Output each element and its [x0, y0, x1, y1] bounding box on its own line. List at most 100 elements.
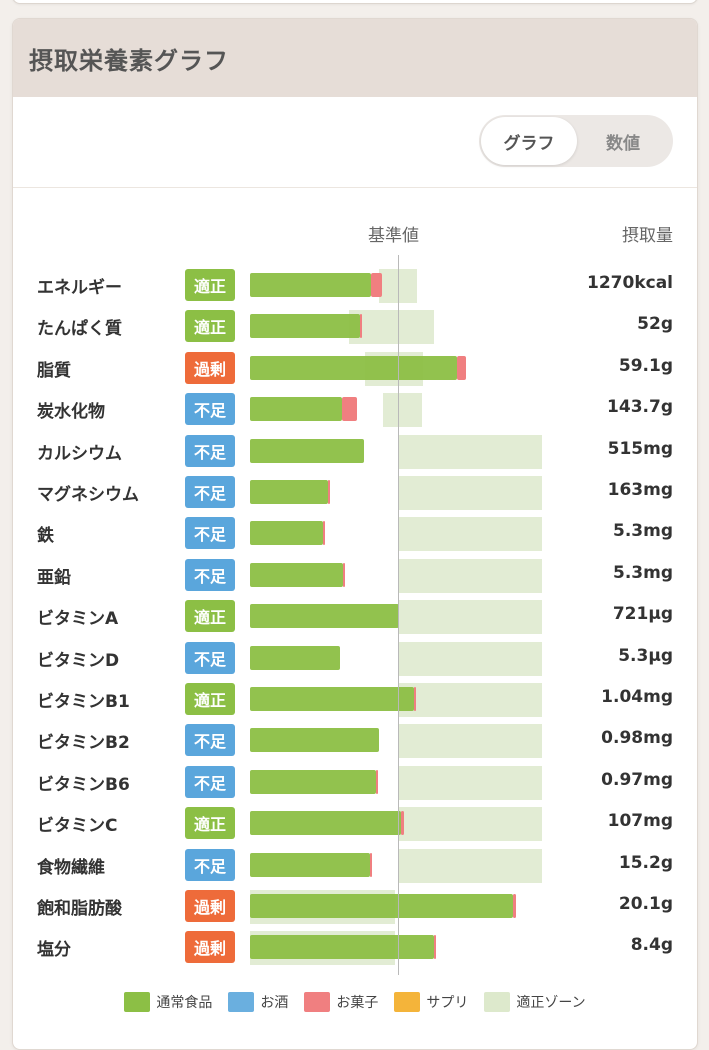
food-bar [250, 355, 458, 380]
status-badge: 不足 [185, 393, 242, 426]
intake-value: 20.1g [618, 894, 673, 914]
sweets-bar [343, 562, 346, 587]
nutrient-row: 鉄 不足 5.3mg [13, 513, 697, 554]
proper-zone [398, 517, 542, 552]
sweets-bar [322, 521, 325, 546]
nutrient-row: 亜鉛 不足 5.3mg [13, 555, 697, 596]
status-badge: 不足 [185, 641, 242, 674]
nutrient-row: ビタミンB2 不足 0.98mg [13, 720, 697, 761]
food-bar [250, 687, 415, 711]
proper-zone [398, 724, 542, 759]
intake-value: 143.7g [607, 397, 673, 418]
nutrient-label: たんぱく質 [37, 319, 122, 340]
nutrient-label: 脂質 [37, 360, 71, 381]
status-badge: 不足 [185, 434, 242, 467]
nutrient-row: ビタミンA 適正 721μg [13, 596, 697, 637]
nutrient-graph-card: 摂取栄養素グラフ グラフ 数値 基準値 摂取量 エネルギー適正 1270kcal た… [12, 18, 698, 1050]
status-badge: 不足 [185, 558, 242, 591]
nutrient-row: 脂質 過剰 59.1g [13, 348, 697, 389]
nutrient-label: ビタミンC [37, 816, 118, 837]
intake-value: 721μg [612, 604, 673, 625]
sweets-bar [371, 273, 382, 297]
intake-value: 0.98mg [601, 728, 673, 749]
nutrient-label: カルシウム [37, 443, 122, 464]
proper-zone [378, 269, 418, 303]
nutrient-row: ビタミンB6 不足 0.97mg [13, 762, 697, 803]
proper-zone [349, 310, 434, 345]
intake-value: 5.3μg [618, 645, 673, 666]
legend-label: 適正ゾーン [516, 995, 586, 1011]
proper-zone [398, 683, 542, 717]
food-bar [250, 728, 379, 753]
legend-swatch [304, 992, 331, 1012]
legend-swatch [228, 992, 255, 1012]
intake-value: 1270kcal [587, 273, 673, 293]
status-badge: 不足 [185, 765, 242, 798]
sweets-bar [369, 852, 372, 877]
food-bar [250, 521, 323, 546]
proper-zone [398, 558, 542, 593]
reference-line [398, 255, 399, 975]
nutrient-row: マグネシウム 不足 163mg [13, 472, 697, 513]
intake-value: 163mg [607, 480, 673, 500]
legend-label: サプリ [426, 995, 469, 1011]
nutrient-label: エネルギー [37, 278, 122, 298]
status-badge: 不足 [185, 517, 242, 550]
legend-label: お菓子 [336, 995, 379, 1011]
nutrient-label: マグネシウム [37, 485, 139, 505]
nutrient-label: ビタミンA [37, 609, 119, 630]
graph-tab[interactable]: グラフ [481, 117, 577, 165]
food-bar [250, 314, 360, 339]
food-bar [250, 811, 401, 836]
intake-value: 52g [637, 314, 673, 335]
nutrient-label: 炭水化物 [37, 402, 105, 423]
intake-value: 59.1g [618, 355, 673, 376]
nutrient-row: 飽和脂肪酸 過剰 20.1g [13, 886, 697, 927]
food-bar [250, 894, 514, 918]
number-tab[interactable]: 数値 [606, 133, 640, 154]
intake-value: 5.3mg [613, 521, 673, 542]
nutrient-label: ビタミンB1 [37, 692, 130, 712]
intake-value: 515mg [607, 438, 673, 459]
nutrient-row: 食物繊維 不足 15.2g [13, 845, 697, 886]
sweets-bar [433, 935, 437, 960]
status-badge: 不足 [185, 476, 242, 508]
legend-item: サプリ [394, 992, 468, 1012]
intake-value: 1.04mg [601, 687, 673, 707]
status-badge: 過剰 [185, 890, 242, 922]
sweets-bar [400, 811, 404, 836]
proper-zone [398, 807, 542, 842]
intake-value: 0.97mg [601, 769, 673, 790]
nutrient-row: ビタミンB1 適正 1.04mg [13, 679, 697, 720]
nutrient-row: たんぱく質 適正 52g [13, 306, 697, 347]
amount-header: 摂取量 [622, 226, 673, 246]
proper-zone [398, 641, 542, 676]
food-bar [250, 645, 341, 670]
view-toggle[interactable]: グラフ 数値 [479, 115, 673, 167]
intake-value: 15.2g [618, 852, 673, 873]
status-badge: 適正 [185, 310, 242, 343]
legend-item: お菓子 [304, 992, 378, 1012]
food-bar [250, 273, 372, 297]
nutrient-label: 食物繊維 [37, 857, 105, 878]
card-title: 摂取栄養素グラフ [13, 19, 697, 97]
sweets-bar [375, 769, 378, 794]
nutrient-label: ビタミンB2 [37, 733, 130, 754]
nutrient-chart: 基準値 摂取量 エネルギー 適正 1270kcal たんぱく質 適正 52g 脂質 過剰 59.… [13, 205, 697, 1012]
previous-card [12, 0, 698, 4]
legend-swatch [394, 992, 421, 1012]
nutrient-row: ビタミンD 不足 5.3μg [13, 638, 697, 679]
status-badge: 不足 [185, 724, 242, 757]
food-bar [250, 935, 434, 960]
nutrient-row: 塩分 過剰 8.4g [13, 927, 697, 968]
proper-zone [398, 600, 542, 635]
legend: 通常食品 お酒 お菓子 サプリ 適正ゾーン [13, 987, 697, 1017]
legend-label: 通常食品 [156, 995, 213, 1011]
status-badge: 適正 [185, 807, 242, 840]
food-bar [250, 397, 342, 422]
reference-header: 基準値 [368, 226, 419, 246]
legend-item: 適正ゾーン [484, 992, 586, 1012]
legend-swatch [124, 992, 151, 1012]
nutrient-row: 炭水化物 不足 143.7g [13, 389, 697, 430]
proper-zone [398, 848, 542, 883]
